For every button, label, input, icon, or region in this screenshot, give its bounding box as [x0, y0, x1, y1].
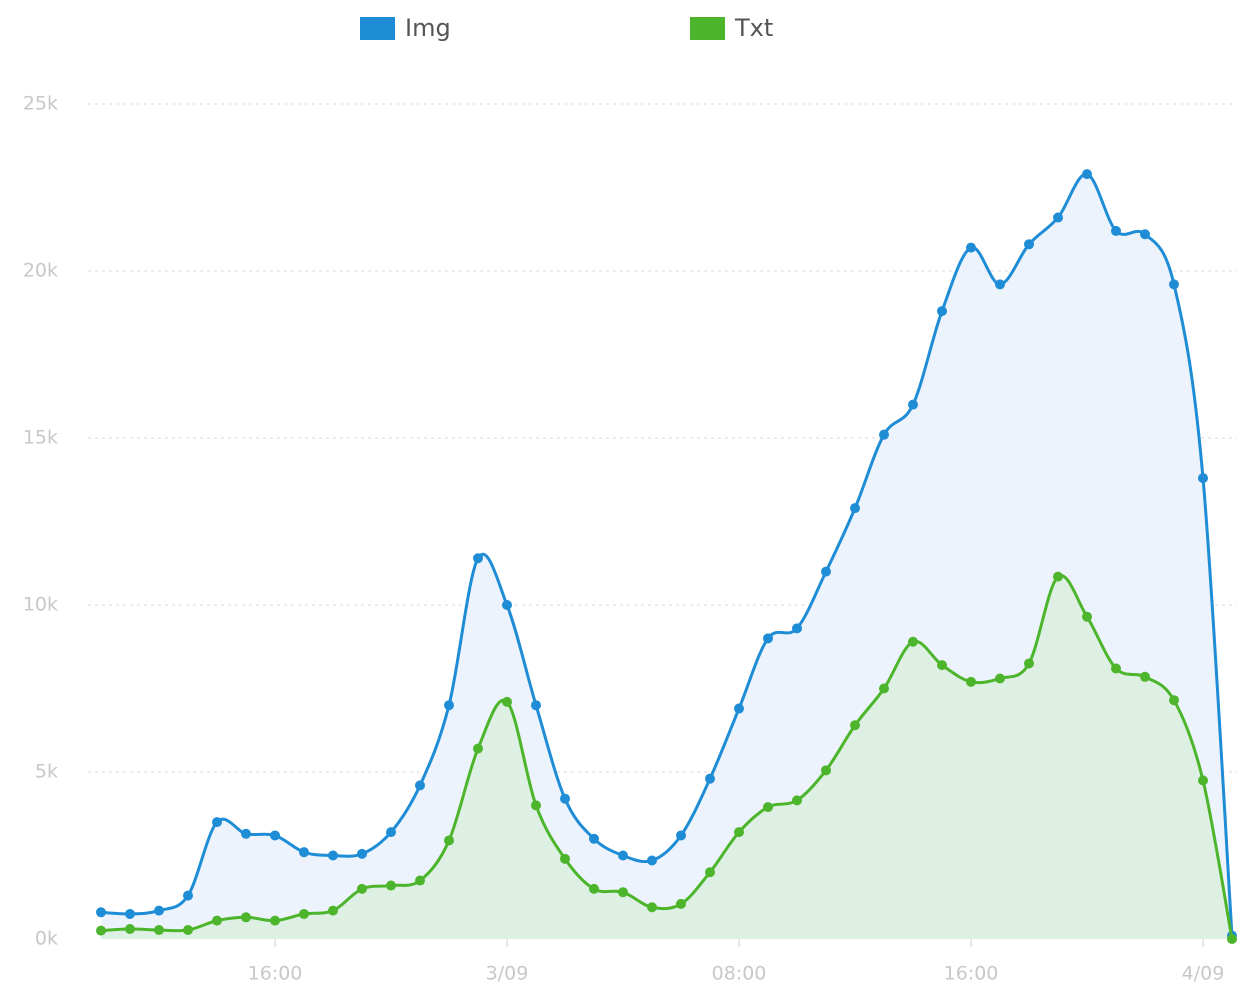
- point: [502, 696, 512, 707]
- y-tick-label: 25k: [23, 93, 58, 115]
- area: [101, 575, 1232, 939]
- point: [96, 925, 106, 936]
- point: [1140, 671, 1150, 682]
- point: [444, 835, 454, 846]
- point: [531, 800, 541, 811]
- point: [937, 306, 947, 317]
- point: [1227, 934, 1237, 944]
- point: [763, 633, 773, 644]
- point: [908, 399, 918, 410]
- y-tick-label: 5k: [35, 761, 58, 783]
- point: [995, 279, 1005, 290]
- point: [212, 817, 222, 828]
- point: [183, 924, 193, 935]
- point: [560, 793, 570, 804]
- point: [705, 867, 715, 878]
- point: [676, 830, 686, 841]
- point: [879, 429, 889, 440]
- point: [850, 503, 860, 514]
- x-tick-label: 16:00: [944, 963, 999, 985]
- point: [734, 703, 744, 714]
- point: [589, 833, 599, 844]
- legend-label: Img: [405, 14, 451, 42]
- point: [618, 850, 628, 861]
- point: [821, 566, 831, 577]
- point: [328, 850, 338, 861]
- point: [531, 700, 541, 711]
- point: [1169, 279, 1179, 290]
- point: [357, 883, 367, 894]
- point: [415, 780, 425, 791]
- point: [386, 880, 396, 891]
- point: [444, 700, 454, 711]
- point: [850, 720, 860, 731]
- point: [125, 908, 135, 919]
- point: [183, 890, 193, 901]
- point: [589, 883, 599, 894]
- point: [154, 905, 164, 916]
- point: [937, 660, 947, 671]
- point: [154, 924, 164, 935]
- point: [647, 902, 657, 913]
- point: [1053, 212, 1063, 223]
- point: [879, 683, 889, 694]
- point: [1111, 225, 1121, 236]
- y-tick-label: 15k: [23, 427, 58, 449]
- point: [995, 673, 1005, 684]
- point: [821, 765, 831, 776]
- point: [473, 553, 483, 564]
- point: [792, 795, 802, 806]
- point: [415, 875, 425, 886]
- point: [299, 847, 309, 858]
- x-tick-label: 16:00: [248, 963, 303, 985]
- point: [270, 830, 280, 841]
- point: [241, 912, 251, 923]
- point: [357, 848, 367, 859]
- legend-swatch: [690, 17, 725, 40]
- y-tick-label: 0k: [35, 928, 58, 950]
- point: [125, 923, 135, 934]
- point: [299, 908, 309, 919]
- point: [763, 802, 773, 813]
- y-tick-label: 20k: [23, 260, 58, 282]
- point: [792, 623, 802, 634]
- point: [1053, 571, 1063, 582]
- x-tick-label: 3/09: [486, 963, 529, 985]
- x-tick-label: 4/09: [1182, 963, 1225, 985]
- point: [647, 855, 657, 866]
- point: [212, 915, 222, 926]
- point: [1140, 229, 1150, 240]
- legend-label: Txt: [734, 14, 773, 42]
- point: [966, 242, 976, 253]
- point: [734, 827, 744, 838]
- x-tick-label: 08:00: [712, 963, 767, 985]
- point: [560, 853, 570, 864]
- point: [1198, 775, 1208, 786]
- point: [270, 915, 280, 926]
- point: [618, 887, 628, 898]
- point: [1082, 611, 1092, 622]
- point: [1024, 658, 1034, 669]
- point: [966, 676, 976, 687]
- point: [96, 907, 106, 918]
- point: [1198, 473, 1208, 484]
- point: [386, 827, 396, 838]
- point: [502, 600, 512, 610]
- legend-swatch: [360, 17, 395, 40]
- point: [473, 743, 483, 754]
- y-tick-label: 10k: [23, 594, 58, 616]
- point: [676, 898, 686, 909]
- point: [1111, 663, 1121, 674]
- point: [908, 636, 918, 647]
- point: [241, 828, 251, 839]
- point: [1024, 239, 1034, 250]
- point: [1169, 695, 1179, 706]
- point: [1082, 169, 1092, 180]
- point: [328, 905, 338, 916]
- point: [705, 773, 715, 784]
